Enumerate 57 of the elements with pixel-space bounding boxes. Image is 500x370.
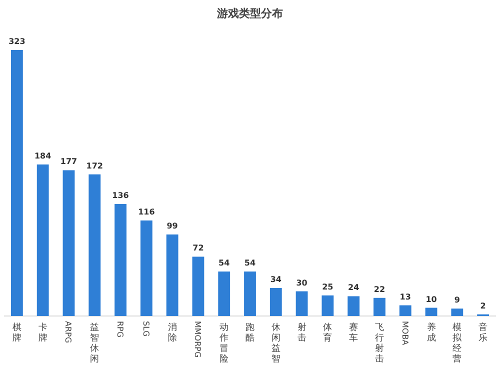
x-tick-label: 动作冒险 [218,322,229,364]
bar [270,288,282,316]
data-label: 25 [322,282,334,292]
data-label: 22 [374,284,386,294]
x-tick-label: 休闲益智 [271,322,280,364]
bar [244,272,256,316]
data-label: 30 [296,278,308,288]
bar [399,305,412,316]
data-label: 9 [454,296,460,305]
x-tick-label: 消除 [168,322,177,344]
bar [374,298,386,316]
bar [62,170,75,316]
data-label: 2 [480,301,486,310]
bar [322,295,334,316]
data-label: 24 [348,283,360,292]
data-label: 54 [218,258,230,268]
bar [348,296,360,316]
data-label: 172 [86,161,103,170]
data-label: 184 [34,151,52,160]
data-label: 116 [138,207,156,216]
x-tick-label: 音乐 [478,322,488,344]
x-tick-label: MOBA [400,321,410,346]
x-tick-label: MMORPG [193,321,202,358]
data-label: 72 [192,244,204,253]
data-label: 54 [244,258,256,268]
chart-title: 游戏类型分布 [216,7,283,20]
bar [140,220,152,316]
x-tick-label: SLG [141,321,150,337]
bar [296,291,308,316]
data-label: 99 [166,221,178,230]
bar [88,174,101,316]
data-label: 177 [60,157,78,166]
data-label: 34 [270,275,282,284]
x-tick-label: 棋牌 [12,322,22,344]
data-label: 13 [400,292,411,302]
bar [218,272,230,316]
x-tick-label: 飞行射击 [374,322,384,364]
data-label: 10 [426,294,438,304]
data-label: 136 [112,191,130,200]
x-tick-label: 射击 [297,322,306,344]
x-tick-label: ARPG [64,321,73,344]
bar [192,256,204,316]
bar [425,308,438,316]
x-tick-label: 赛车 [349,322,358,344]
bar [166,234,178,316]
x-tick-label: 模拟经营 [452,322,463,364]
bar [10,50,23,316]
x-tick-label: RPG [116,321,125,338]
bar [114,204,126,316]
x-tick-label: 体育 [323,322,332,344]
bar [36,164,49,316]
bar [451,308,464,316]
x-tick-label: 跑酷 [246,322,254,344]
x-tick-label: 养成 [426,322,436,344]
x-tick-label: 益智休闲 [90,322,100,364]
x-tick-label: 卡牌 [38,322,48,344]
data-label: 323 [8,37,26,46]
